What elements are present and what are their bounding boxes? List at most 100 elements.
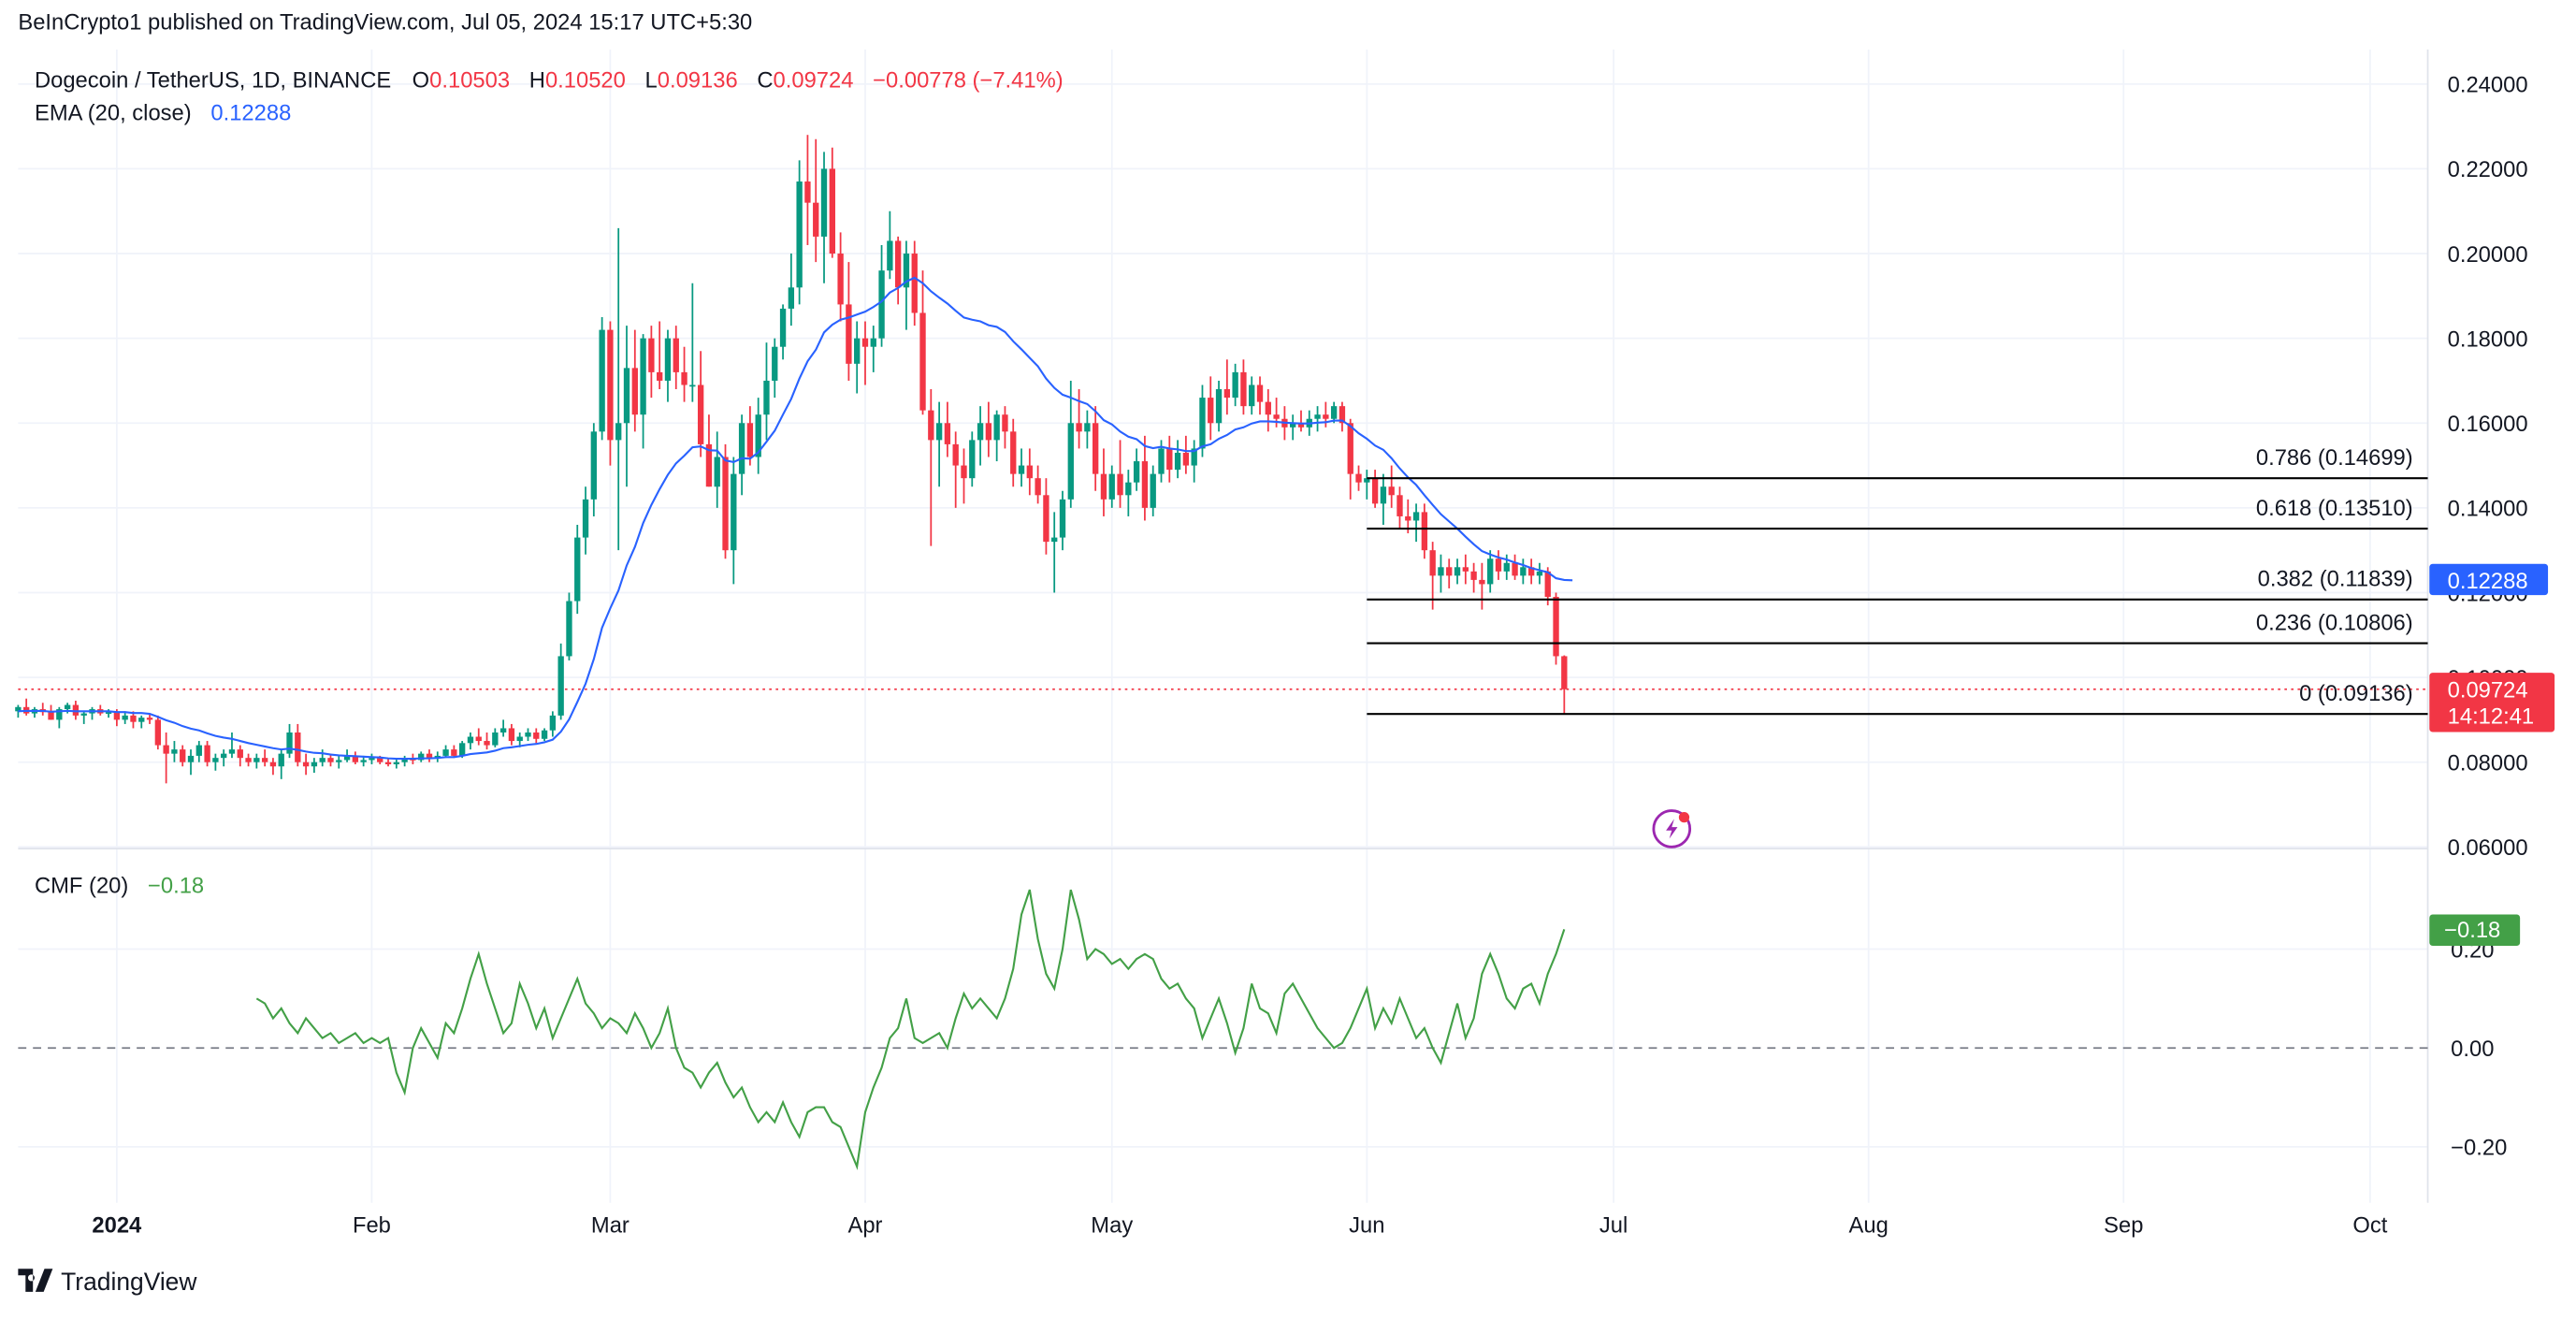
candle-body[interactable] (763, 380, 770, 415)
candle-body[interactable] (525, 732, 531, 737)
candle-body[interactable] (697, 384, 704, 444)
candle-body[interactable] (1035, 478, 1041, 496)
candle-body[interactable] (935, 423, 943, 441)
candle-body[interactable] (492, 732, 499, 746)
candle-body[interactable] (1297, 423, 1305, 428)
candle-body[interactable] (788, 287, 795, 309)
candle-body[interactable] (813, 202, 819, 237)
candle-body[interactable] (1093, 423, 1099, 474)
candle-body[interactable] (887, 240, 893, 271)
candle-body[interactable] (130, 715, 137, 722)
candle-body[interactable] (360, 760, 367, 762)
candle-body[interactable] (1347, 423, 1353, 474)
candle-body[interactable] (1553, 597, 1559, 657)
candle-body[interactable] (607, 329, 614, 441)
candle-body[interactable] (269, 762, 277, 767)
candle-body[interactable] (1479, 579, 1485, 585)
candle-body[interactable] (343, 755, 351, 761)
cmf-value-badge[interactable]: −0.18 (2429, 914, 2521, 946)
candle-body[interactable] (434, 755, 441, 759)
candle-body[interactable] (426, 753, 433, 759)
candle-body[interactable] (418, 753, 425, 761)
candle-body[interactable] (237, 749, 243, 759)
candle-body[interactable] (1323, 414, 1329, 419)
candle-body[interactable] (657, 371, 663, 381)
candle-body[interactable] (804, 181, 811, 203)
candle-body[interactable] (286, 732, 293, 754)
candle-body[interactable] (1158, 448, 1165, 474)
candle-body[interactable] (221, 753, 227, 759)
candle-body[interactable] (1232, 371, 1238, 399)
candle-body[interactable] (475, 736, 482, 742)
candle-body[interactable] (590, 431, 597, 500)
candle-body[interactable] (442, 749, 449, 756)
candle-body[interactable] (295, 732, 301, 762)
candle-body[interactable] (1397, 495, 1403, 516)
candle-body[interactable] (731, 473, 737, 551)
ema-line[interactable] (18, 276, 1573, 761)
candle-body[interactable] (755, 414, 761, 457)
candle-body[interactable] (1150, 473, 1156, 508)
candle-body[interactable] (1125, 482, 1132, 496)
candle-body[interactable] (1503, 562, 1510, 572)
candle-body[interactable] (1174, 452, 1181, 471)
candle-body[interactable] (854, 338, 861, 364)
candle-body[interactable] (467, 736, 474, 744)
candle-body[interactable] (961, 465, 967, 479)
candle-body[interactable] (1405, 515, 1411, 521)
candle-body[interactable] (80, 713, 87, 716)
candle-body[interactable] (1043, 495, 1049, 543)
candle-body[interactable] (1495, 558, 1502, 572)
candle-body[interactable] (1462, 567, 1469, 572)
candle-body[interactable] (1191, 448, 1197, 466)
candle-body[interactable] (48, 712, 54, 720)
candle-body[interactable] (1470, 571, 1477, 580)
candle-body[interactable] (772, 346, 778, 381)
candle-body[interactable] (599, 329, 605, 432)
candle-body[interactable] (1454, 567, 1461, 576)
candle-body[interactable] (993, 414, 1000, 441)
candle-body[interactable] (878, 270, 885, 339)
candle-body[interactable] (738, 423, 745, 474)
candle-body[interactable] (1273, 414, 1280, 419)
candle-body[interactable] (278, 753, 284, 767)
candle-body[interactable] (204, 745, 210, 762)
candle-body[interactable] (829, 168, 835, 254)
candle-body[interactable] (154, 719, 162, 746)
candle-body[interactable] (944, 423, 951, 444)
candle-body[interactable] (846, 304, 852, 364)
candle-body[interactable] (533, 732, 540, 739)
candle-body[interactable] (146, 718, 153, 720)
candle-body[interactable] (1249, 384, 1255, 407)
candle-body[interactable] (138, 718, 145, 722)
candle-body[interactable] (72, 704, 80, 716)
candle-body[interactable] (1536, 571, 1543, 576)
candle-body[interactable] (15, 706, 22, 712)
candle-body[interactable] (673, 338, 679, 372)
candle-body[interactable] (1018, 465, 1025, 474)
candle-body[interactable] (1371, 478, 1379, 504)
candle-body[interactable] (664, 338, 672, 381)
candle-body[interactable] (1421, 512, 1428, 551)
candle-body[interactable] (1208, 398, 1214, 424)
candle-body[interactable] (1520, 567, 1527, 576)
candle-body[interactable] (746, 423, 754, 457)
candle-body[interactable] (1117, 473, 1123, 496)
time-axis[interactable]: 2024 Feb Mar Apr May Jun Jul Aug Sep Oct (92, 1212, 2387, 1238)
candle-body[interactable] (1446, 567, 1453, 576)
candle-body[interactable] (384, 762, 392, 764)
candle-body[interactable] (796, 181, 803, 288)
candle-body[interactable] (163, 745, 169, 754)
candle-body[interactable] (1364, 478, 1370, 483)
candle-body[interactable] (1067, 423, 1074, 500)
lightning-icon[interactable] (1652, 809, 1692, 849)
candle-body[interactable] (615, 423, 622, 441)
candle-body[interactable] (1076, 423, 1082, 432)
candle-body[interactable] (1544, 571, 1551, 598)
candle-body[interactable] (187, 755, 195, 762)
cmf-line[interactable] (255, 889, 1566, 1170)
candle-body[interactable] (1215, 389, 1223, 424)
candle-body[interactable] (508, 728, 515, 742)
candle-body[interactable] (557, 656, 564, 716)
